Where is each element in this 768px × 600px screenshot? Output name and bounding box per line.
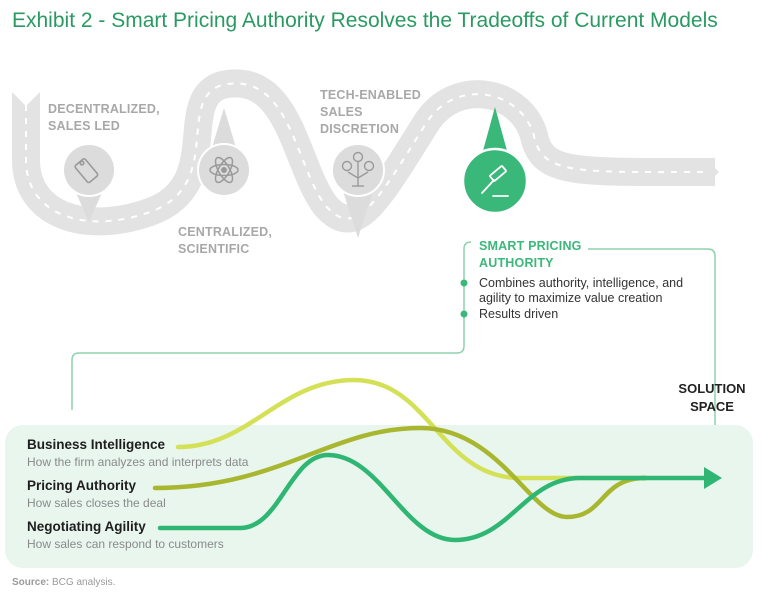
- business-intelligence-curve: [175, 377, 648, 481]
- label-line: SOLUTION: [678, 381, 746, 396]
- source-text: BCG analysis.: [52, 577, 116, 588]
- dollar-tree-icon: [341, 151, 375, 187]
- source-note: Source: BCG analysis.: [12, 577, 115, 588]
- pin-centralized: [197, 108, 251, 197]
- pin-tech-enabled: [331, 143, 385, 238]
- atom-icon: [209, 156, 239, 184]
- connectors: [71, 241, 716, 455]
- label-tech-enabled: TECH-ENABLED SALES DISCRETION: [320, 87, 421, 138]
- legend-title-business-intelligence: Business Intelligence: [27, 437, 166, 452]
- bullet-results: Results driven: [479, 307, 558, 322]
- legend-title-negotiating-agility: Negotiating Agility: [27, 519, 146, 534]
- bullet-dot: [460, 279, 468, 287]
- road: [12, 69, 719, 236]
- pin-decentralized: [62, 143, 116, 222]
- legend-desc-business-intelligence: How the firm analyzes and interprets dat…: [27, 455, 249, 469]
- label-line: DISCRETION: [320, 122, 400, 136]
- solution-panel: [5, 425, 753, 568]
- label-line: SPACE: [690, 399, 734, 414]
- bullet-dot: [460, 310, 468, 318]
- bullet-line: Results driven: [479, 307, 559, 321]
- pricing-authority-curve: [152, 425, 648, 520]
- label-line: CENTRALIZED,: [178, 225, 273, 239]
- negotiating-agility-curve: [157, 452, 648, 543]
- label-centralized: CENTRALIZED, SCIENTIFIC: [178, 224, 272, 258]
- source-label: Source:: [12, 577, 50, 588]
- solution-arrow-head: [704, 467, 722, 489]
- exhibit-title: Exhibit 2 - Smart Pricing Authority Reso…: [12, 9, 718, 32]
- label-line: AUTHORITY: [479, 256, 554, 270]
- legend-title-pricing-authority: Pricing Authority: [27, 478, 137, 493]
- legend-desc-negotiating-agility: How sales can respond to customers: [27, 537, 224, 551]
- solution-space-label: SOLUTION SPACE: [666, 380, 758, 416]
- bullet-line: agility to maximize value creation: [479, 291, 663, 305]
- label-line: SCIENTIFIC: [178, 242, 250, 256]
- bullet-combines: Combines authority, intelligence, and ag…: [479, 276, 683, 306]
- label-line: SMART PRICING: [479, 239, 582, 253]
- label-line: SALES: [320, 105, 363, 119]
- label-decentralized: DECENTRALIZED, SALES LED: [48, 101, 160, 135]
- label-line: DECENTRALIZED,: [48, 102, 160, 116]
- pin-smart-pricing: [461, 107, 529, 215]
- gavel-icon: [481, 165, 509, 197]
- bullet-line: Combines authority, intelligence, and: [479, 276, 684, 290]
- price-tag-icon: [74, 158, 99, 184]
- legend-desc-pricing-authority: How sales closes the deal: [27, 496, 166, 510]
- label-line: SALES LED: [48, 119, 120, 133]
- label-line: TECH-ENABLED: [320, 88, 422, 102]
- label-smart-pricing: SMART PRICING AUTHORITY: [479, 238, 582, 272]
